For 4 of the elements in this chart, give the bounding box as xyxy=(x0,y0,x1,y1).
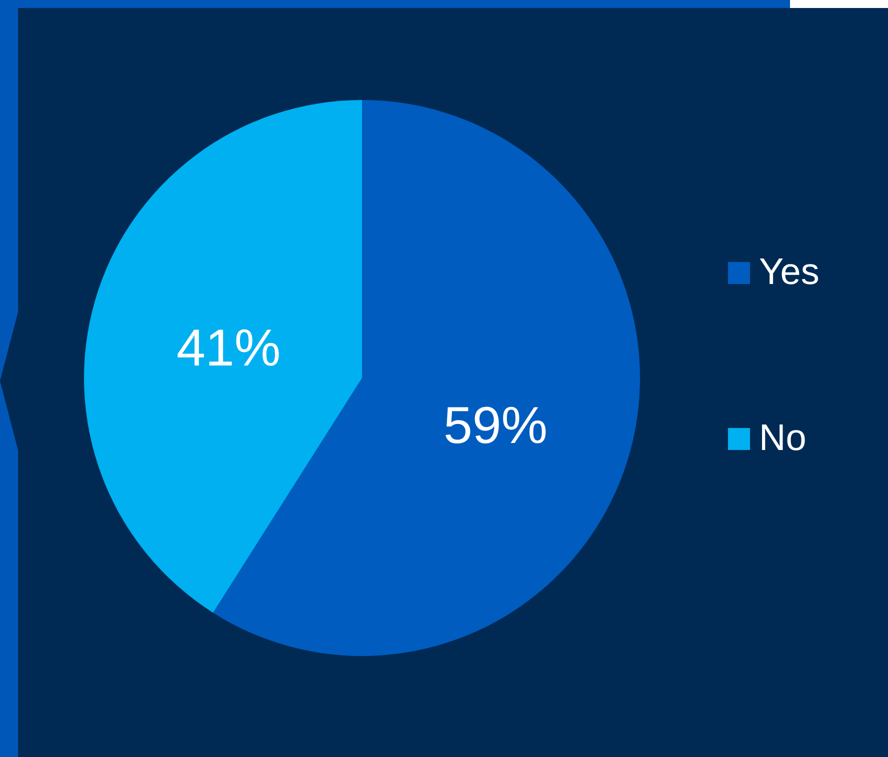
legend-label: Yes xyxy=(759,251,820,292)
data-label: 41% xyxy=(176,320,281,378)
data-label: 59% xyxy=(443,397,548,456)
legend-label: No xyxy=(759,417,806,458)
